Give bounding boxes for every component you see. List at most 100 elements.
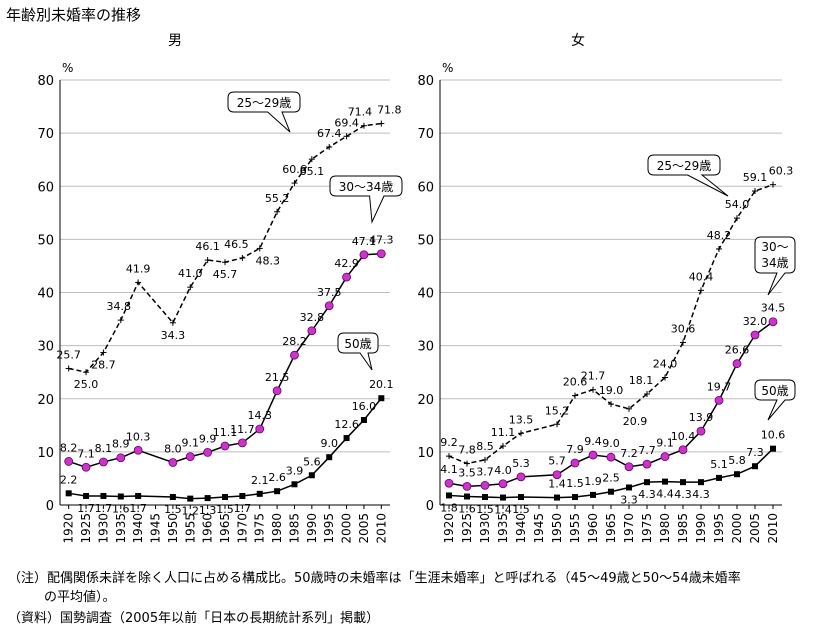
- data-label: 2.2: [60, 473, 78, 486]
- point-marker: [100, 349, 107, 356]
- point-marker: [307, 326, 317, 336]
- data-label: 1.7: [129, 502, 147, 515]
- point-marker: [734, 471, 740, 478]
- data-label: 10.4: [671, 430, 696, 443]
- data-label: 41.0: [178, 267, 203, 280]
- point-marker: [516, 472, 526, 482]
- point-marker: [662, 478, 668, 485]
- y-tick-label: 0: [426, 499, 434, 514]
- point-marker: [752, 188, 758, 195]
- series-2: 2.21.7 1.7 1.6 1.7 1.5 1.2 1.3 1.5 1.72.1 2.63.95…: [60, 378, 394, 517]
- point-marker: [608, 488, 614, 495]
- data-label: 2.6: [268, 471, 286, 484]
- data-label: 28.2: [282, 335, 307, 348]
- point-marker: [290, 350, 299, 360]
- x-tick-label: 1960: [201, 513, 215, 544]
- x-tick-label: 1965: [218, 513, 232, 544]
- series-1: 4.1 3.5 3.7 4.05.3 5.77.99.4 9.07.2 7.79.110.4…: [440, 302, 785, 491]
- data-label: 1.7: [77, 502, 95, 515]
- data-label: 9.0: [602, 437, 620, 450]
- x-tick-label: 1985: [676, 513, 690, 544]
- point-marker: [133, 445, 143, 455]
- data-label: 4.3: [638, 488, 656, 501]
- y-axis-unit: %: [442, 61, 453, 75]
- x-tick-label: 1945: [149, 513, 163, 544]
- point-marker: [222, 259, 228, 266]
- data-label: 67.4: [317, 127, 342, 140]
- data-label: 12.6: [334, 418, 359, 431]
- data-label: 9.2: [440, 436, 458, 449]
- series-1: 8.2 7.1 8.1 8.910.3 8.0 9.1 9.911.111.714.3 21.…: [60, 234, 394, 472]
- data-label: 71.8: [377, 104, 402, 117]
- callout-bubble: [754, 236, 796, 296]
- data-label: 8.9: [112, 438, 130, 451]
- data-label: 30.6: [671, 322, 696, 335]
- point-marker: [117, 317, 124, 324]
- data-label: 24.0: [653, 358, 678, 371]
- point-marker: [378, 395, 385, 402]
- data-label: 1.5: [566, 477, 584, 490]
- y-tick-label: 50: [37, 233, 54, 248]
- point-marker: [626, 405, 632, 412]
- data-label: 69.4: [334, 116, 359, 129]
- point-marker: [698, 479, 704, 486]
- data-label: 1.5: [476, 503, 494, 516]
- data-label: 3.5: [458, 466, 476, 479]
- data-label: 71.4: [348, 106, 373, 119]
- y-tick-label: 60: [37, 180, 54, 195]
- point-marker: [326, 454, 333, 461]
- x-tick-label: 2005: [357, 513, 371, 544]
- point-marker: [239, 492, 246, 499]
- point-marker: [83, 492, 90, 499]
- x-tick-label: 1940: [514, 513, 528, 544]
- point-marker: [255, 424, 265, 434]
- x-tick-label: 1940: [131, 513, 145, 544]
- point-marker: [500, 443, 506, 450]
- data-label: 55.2: [265, 192, 290, 205]
- data-label: 28.7: [91, 359, 116, 372]
- x-tick-label: 1995: [712, 513, 726, 544]
- data-label: 34.5: [761, 302, 786, 315]
- x-tick-label: 1955: [568, 513, 582, 544]
- callout-label: 25～29歳: [237, 96, 292, 110]
- data-label: 7.9: [566, 443, 584, 456]
- data-label: 3.9: [286, 464, 304, 477]
- data-label: 4.3: [674, 488, 692, 501]
- point-marker: [237, 438, 247, 448]
- x-tick-label: 1945: [532, 513, 546, 544]
- panel-title: 女: [571, 32, 585, 49]
- callout-label: 25～29歳: [657, 159, 712, 173]
- y-tick-label: 30: [37, 340, 54, 355]
- point-marker: [464, 493, 470, 500]
- point-marker: [716, 474, 722, 481]
- point-marker: [222, 494, 228, 501]
- data-label: 5.7: [548, 455, 566, 468]
- point-marker: [752, 463, 758, 470]
- data-label: 19.7: [707, 380, 732, 393]
- data-label: 20.1: [369, 378, 394, 391]
- data-label: 5.6: [303, 455, 321, 468]
- data-label: 3.3: [620, 493, 638, 506]
- data-label: 5.1: [710, 458, 728, 471]
- data-label: 9.1: [182, 437, 200, 450]
- callout-2: 50歳: [337, 332, 379, 371]
- point-marker: [716, 245, 722, 252]
- callout-bubble: [227, 91, 301, 133]
- callout-bubble: [329, 175, 403, 224]
- x-tick-label: 1920: [62, 513, 76, 544]
- data-label: 47.3: [369, 234, 394, 247]
- data-label: 21.7: [581, 370, 606, 383]
- data-label: 14.3: [247, 409, 272, 422]
- point-marker: [135, 492, 142, 499]
- data-label: 7.3: [746, 446, 764, 459]
- data-label: 42.9: [334, 257, 359, 270]
- callout-bubble: [337, 332, 379, 371]
- callout-bubble: [647, 154, 729, 197]
- point-marker: [696, 426, 706, 436]
- point-marker: [464, 460, 470, 467]
- data-label: 34.8: [107, 300, 132, 313]
- point-marker: [378, 120, 385, 127]
- y-tick-label: 80: [417, 74, 434, 89]
